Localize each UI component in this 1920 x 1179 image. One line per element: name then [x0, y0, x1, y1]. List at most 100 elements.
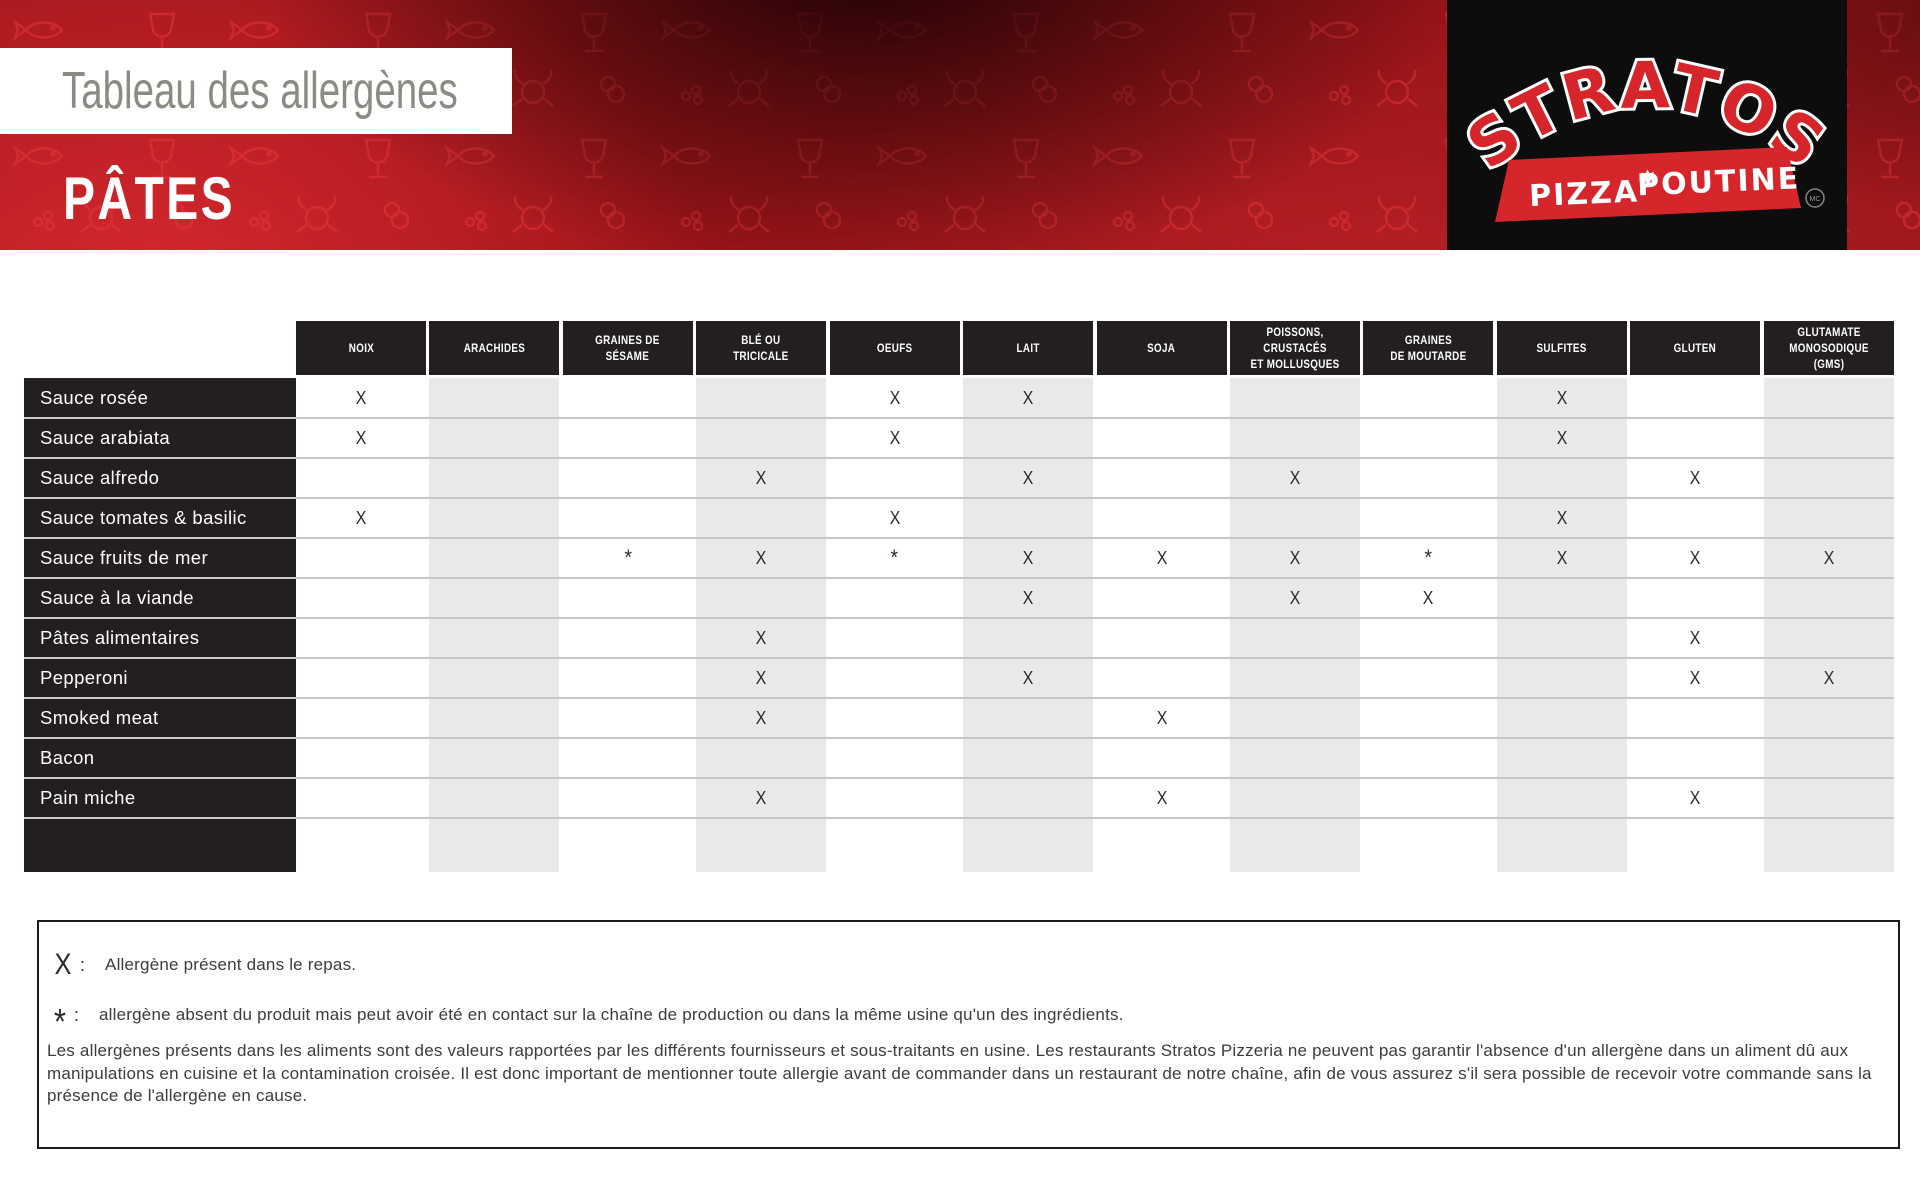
allergen-column-header: NOIX — [296, 321, 426, 375]
allergen-mark: X — [1556, 547, 1568, 568]
allergen-mark: X — [1156, 787, 1167, 808]
column-stripe — [1496, 378, 1627, 872]
column-stripe — [963, 378, 1094, 872]
row-separator — [24, 817, 1894, 819]
row-separator — [24, 697, 1894, 699]
allergen-mark: X — [1556, 387, 1568, 408]
allergen-mark: X — [1823, 547, 1834, 568]
svg-text:MC: MC — [1810, 196, 1821, 203]
allergen-mark: * — [1424, 545, 1433, 570]
row-separator — [24, 617, 1894, 619]
column-stripe — [696, 378, 827, 872]
banner: Tableau des allergènes PÂTES STRATOS PIZ… — [0, 0, 1920, 250]
row-label: Pepperoni — [40, 667, 128, 688]
allergen-mark: X — [1689, 667, 1701, 688]
row-label: Pâtes alimentaires — [40, 627, 200, 648]
allergen-mark: X — [355, 427, 367, 448]
allergen-mark: X — [1022, 587, 1034, 608]
legend-x-text: Allergène présent dans le repas. — [105, 955, 357, 974]
logo-tagline-left: PIZZA — [1528, 174, 1639, 214]
row-separator — [24, 777, 1894, 779]
allergen-mark: * — [890, 545, 899, 570]
logo-tagline-right: POUTINE — [1637, 161, 1801, 203]
allergen-mark: X — [1289, 547, 1301, 568]
allergen-mark: X — [1689, 787, 1701, 808]
allergen-column-header: OEUFS — [829, 321, 960, 375]
column-stripe — [1229, 378, 1360, 872]
allergen-mark: X — [889, 387, 900, 408]
allergen-column-header: SOJA — [1096, 321, 1227, 375]
allergen-column-header: SULFITES — [1496, 321, 1627, 375]
maple-leaf-icon — [1638, 169, 1658, 188]
allergen-mark: X — [1289, 587, 1301, 608]
table-row: Sauce à la viande X X X — [24, 578, 1894, 618]
brand-logo: STRATOS PIZZA POUTINE MC — [1447, 0, 1847, 250]
legend-x-line: X : Allergène présent dans le repas. — [53, 948, 357, 982]
allergen-mark: X — [1022, 467, 1034, 488]
allergen-mark: X — [1289, 467, 1301, 488]
row-label: Sauce fruits de mer — [40, 547, 209, 568]
legend-star-text: allergène absent du produit mais peut av… — [99, 1005, 1124, 1024]
allergen-mark: * — [624, 545, 632, 570]
table-row: Pain miche X X X — [24, 778, 1894, 818]
allergen-mark: X — [889, 427, 900, 448]
legend-star-symbol: * — [54, 1001, 66, 1042]
table-row: Pepperoni X X X X — [24, 658, 1894, 698]
table-row: Smoked meat X X — [24, 698, 1894, 738]
legend-paragraph: Les allergènes présents dans les aliment… — [47, 1041, 1872, 1105]
allergen-mark: X — [355, 387, 367, 408]
legend-box: X : Allergène présent dans le repas. * :… — [37, 920, 1900, 1149]
allergen-mark: X — [755, 667, 767, 688]
row-label: Sauce alfredo — [40, 467, 160, 488]
allergen-mark: X — [1022, 387, 1034, 408]
allergen-column-header: GRAINES DE MOUTARDE — [1363, 321, 1494, 375]
allergen-mark: X — [1689, 547, 1701, 568]
allergen-column-header: GLUTEN — [1630, 321, 1761, 375]
column-stripe — [1763, 378, 1894, 872]
title-box: Tableau des allergènes — [0, 48, 512, 134]
allergen-mark: X — [355, 507, 367, 528]
row-label: Sauce tomates & basilic — [40, 507, 247, 528]
row-separator — [24, 737, 1894, 739]
legend-colon: : — [74, 1004, 80, 1025]
allergen-mark: X — [755, 627, 767, 648]
trademark-mc: MC — [1805, 188, 1825, 208]
table-row: Sauce arabiata X X X — [24, 418, 1894, 458]
page-title: Tableau des allergènes — [62, 62, 458, 120]
allergen-mark: X — [1823, 667, 1834, 688]
row-label: Sauce rosée — [40, 387, 149, 408]
row-separator — [24, 497, 1894, 499]
row-label-column — [24, 378, 296, 872]
allergen-mark: X — [755, 707, 767, 728]
allergen-mark: X — [1022, 667, 1034, 688]
allergen-mark: X — [1556, 507, 1568, 528]
allergen-mark: X — [1156, 707, 1167, 728]
table-row: Sauce rosée X X X X — [24, 378, 1894, 418]
table-row: Sauce fruits de mer * X * X X X * X X X — [24, 538, 1894, 578]
row-label: Sauce à la viande — [40, 587, 194, 608]
allergen-mark: X — [1423, 587, 1434, 608]
table-row: Pâtes alimentaires X X — [24, 618, 1894, 658]
column-stripe — [429, 378, 560, 872]
logo-ribbon: PIZZA POUTINE — [1495, 147, 1801, 222]
allergen-mark: X — [755, 547, 767, 568]
legend-x-symbol: X — [54, 948, 72, 981]
row-label: Pain miche — [40, 787, 136, 808]
allergen-column-header: ARACHIDES — [429, 321, 560, 375]
row-separator — [24, 657, 1894, 659]
row-label: Sauce arabiata — [40, 427, 171, 448]
allergen-column-header: GRAINES DE SÉSAME — [562, 321, 693, 375]
table-row: Sauce tomates & basilic X X X — [24, 498, 1894, 538]
allergen-column-header: GLUTAMATE MONOSODIQUE (GMS) — [1763, 321, 1894, 375]
allergen-mark: X — [1689, 467, 1701, 488]
row-label: Bacon — [40, 747, 95, 768]
allergen-mark: X — [755, 787, 767, 808]
allergen-column-header: BLÉ OU TRICICALE — [696, 321, 827, 375]
category-title: PÂTES — [63, 165, 236, 232]
allergen-mark: X — [889, 507, 900, 528]
row-label: Smoked meat — [40, 707, 159, 728]
row-separator — [24, 537, 1894, 539]
legend-star-line: * : allergène absent du produit mais peu… — [53, 994, 1124, 1042]
table-row: Sauce alfredo X X X X — [24, 458, 1894, 498]
